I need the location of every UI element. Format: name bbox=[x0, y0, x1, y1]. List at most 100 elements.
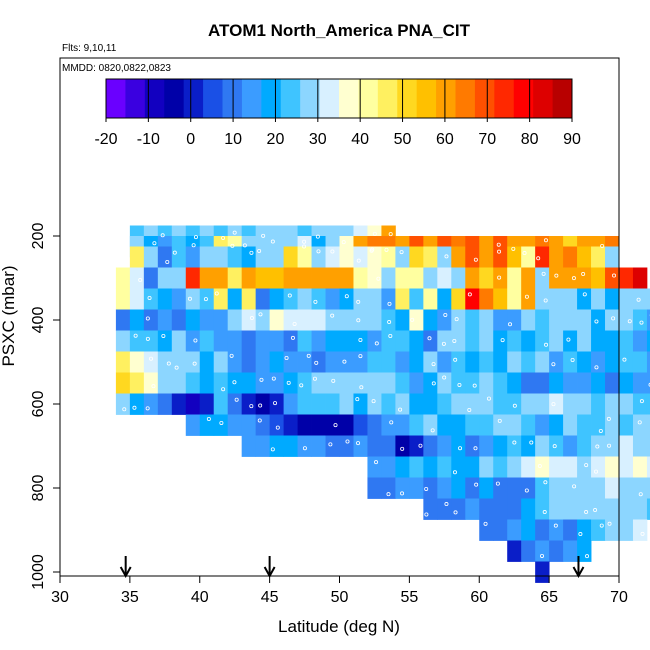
heatmap-cell bbox=[353, 246, 368, 268]
heatmap-cell bbox=[227, 330, 243, 352]
heatmap-cell bbox=[227, 267, 243, 289]
heatmap-cell bbox=[646, 414, 650, 436]
heatmap-cell bbox=[325, 351, 340, 373]
sample-marker bbox=[160, 233, 165, 238]
sample-marker bbox=[333, 423, 338, 428]
x-tick-label: 35 bbox=[121, 589, 139, 606]
sample-marker bbox=[543, 480, 548, 485]
heatmap-cell bbox=[283, 246, 298, 268]
heatmap-cell bbox=[549, 372, 564, 394]
heatmap-cell bbox=[255, 246, 271, 268]
heatmap-cell bbox=[465, 477, 480, 499]
sample-marker bbox=[359, 385, 364, 390]
heatmap-cell bbox=[507, 267, 522, 289]
colorbar-swatch bbox=[474, 79, 495, 118]
heatmap-cell bbox=[563, 267, 578, 289]
heatmap-cell bbox=[367, 288, 382, 310]
sample-marker bbox=[454, 317, 459, 322]
y-tick-label: 400 bbox=[30, 307, 47, 334]
sample-marker bbox=[270, 447, 275, 452]
heatmap-cell bbox=[535, 351, 550, 373]
sample-marker bbox=[316, 249, 321, 254]
heatmap-cell bbox=[646, 477, 650, 499]
heatmap-cell bbox=[115, 372, 131, 394]
heatmap-cell bbox=[115, 330, 131, 352]
sample-marker bbox=[542, 510, 547, 515]
heatmap-cell bbox=[171, 393, 187, 415]
sample-marker bbox=[151, 384, 156, 389]
sample-marker bbox=[458, 446, 463, 451]
heatmap-cell bbox=[367, 246, 382, 268]
sample-marker bbox=[537, 464, 542, 469]
colorbar-swatch bbox=[222, 79, 243, 118]
heatmap-cell bbox=[269, 288, 284, 310]
heatmap-cell bbox=[311, 246, 326, 268]
y-tick-label: 800 bbox=[30, 475, 47, 502]
heatmap-cell bbox=[297, 288, 312, 310]
heatmap-cell bbox=[409, 330, 424, 352]
heatmap-cell bbox=[227, 351, 243, 373]
sample-marker bbox=[356, 258, 361, 263]
sample-marker bbox=[355, 397, 360, 402]
heatmap-cell bbox=[465, 288, 480, 310]
heatmap-cell bbox=[632, 351, 648, 373]
sample-marker bbox=[345, 439, 350, 444]
heatmap-cell bbox=[619, 330, 634, 352]
heatmap-cell bbox=[241, 351, 257, 373]
sample-marker bbox=[249, 404, 254, 409]
heatmap-cell bbox=[521, 393, 536, 415]
heatmap-cell bbox=[451, 351, 466, 373]
heatmap-cell bbox=[157, 288, 173, 310]
sample-marker bbox=[457, 382, 462, 387]
heatmap-cell bbox=[479, 309, 494, 331]
heatmap-cell bbox=[325, 330, 340, 352]
sample-marker bbox=[612, 273, 617, 278]
heatmap-cell bbox=[451, 414, 466, 436]
heatmap-cell bbox=[213, 246, 229, 268]
heatmap-cell bbox=[535, 372, 550, 394]
sample-marker bbox=[230, 243, 235, 248]
heatmap-cell bbox=[423, 267, 438, 289]
heatmap-cell bbox=[465, 456, 480, 478]
colorbar-tick-label: 40 bbox=[351, 131, 369, 148]
heatmap-cell bbox=[325, 267, 340, 289]
colorbar-tick-label: 90 bbox=[563, 131, 581, 148]
heatmap-cell bbox=[479, 330, 494, 352]
arrow-head bbox=[572, 566, 585, 579]
sample-marker bbox=[473, 446, 478, 451]
heatmap-cell bbox=[255, 288, 271, 310]
colorbar-tick-label: 0 bbox=[186, 131, 195, 148]
sample-marker bbox=[495, 481, 500, 486]
heatmap-cell bbox=[591, 330, 606, 352]
heatmap-cell bbox=[437, 246, 452, 268]
heatmap-cell bbox=[297, 414, 312, 436]
sample-marker bbox=[133, 333, 138, 338]
heatmap-cell bbox=[507, 435, 522, 457]
heatmap-cell bbox=[632, 498, 648, 520]
heatmap-cell bbox=[353, 435, 368, 457]
heatmap-cell bbox=[423, 393, 438, 415]
heatmap-cell bbox=[395, 372, 410, 394]
heatmap-cell bbox=[353, 267, 368, 289]
sample-marker bbox=[270, 239, 275, 244]
heatmap-cell bbox=[605, 288, 620, 310]
sample-marker bbox=[441, 341, 446, 346]
x-tick-label: 40 bbox=[191, 589, 209, 606]
sample-marker bbox=[508, 322, 513, 327]
heatmap-cell bbox=[632, 330, 648, 352]
heatmap-cell bbox=[619, 288, 634, 310]
sample-marker bbox=[132, 405, 137, 410]
colorbar-swatch bbox=[552, 79, 573, 118]
heatmap-cell bbox=[632, 435, 648, 457]
sample-marker bbox=[328, 442, 333, 447]
sample-marker bbox=[472, 383, 477, 388]
heatmap-cell bbox=[535, 246, 550, 268]
heatmap-cell bbox=[157, 330, 173, 352]
sample-marker bbox=[430, 428, 435, 433]
heatmap-cell bbox=[227, 246, 243, 268]
heatmap-cell bbox=[297, 393, 312, 415]
colorbar-frame bbox=[105, 78, 573, 119]
heatmap-cell bbox=[157, 267, 173, 289]
heatmap-cell bbox=[339, 267, 354, 289]
heatmap-cell bbox=[269, 435, 284, 457]
